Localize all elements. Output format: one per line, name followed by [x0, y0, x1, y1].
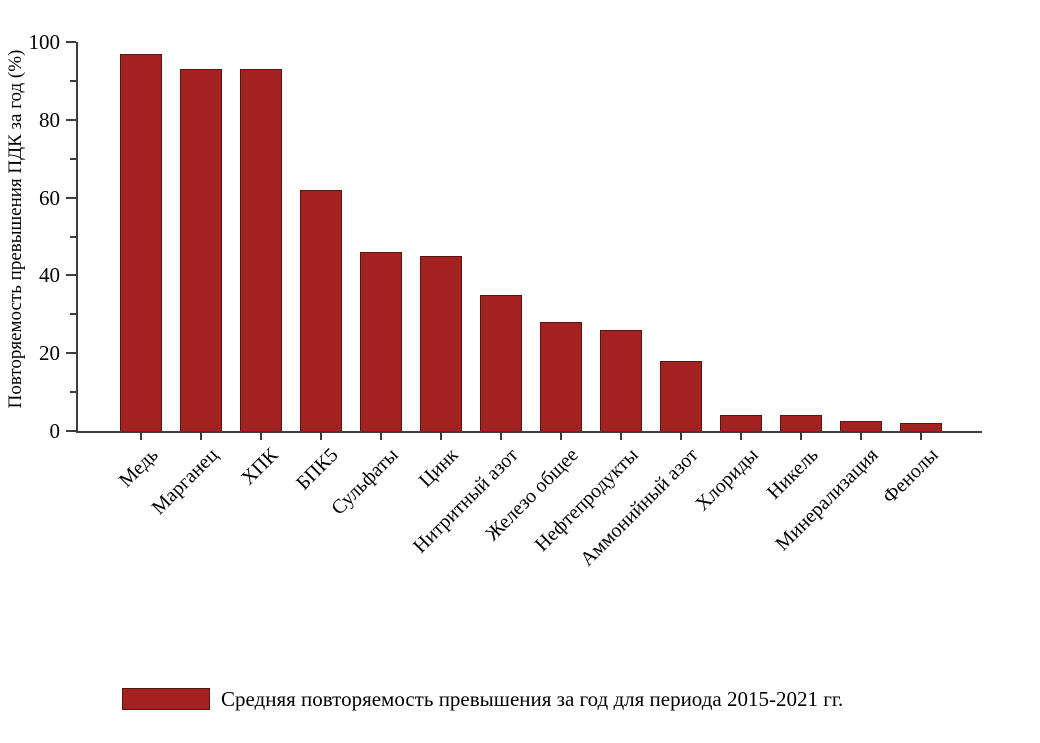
y-tick-label: 100 — [28, 30, 61, 54]
x-tick — [140, 433, 142, 440]
x-tick — [260, 433, 262, 440]
x-tick — [860, 433, 862, 440]
y-tick-label: 20 — [39, 341, 60, 366]
y-minor-tick — [70, 79, 76, 82]
x-tick — [500, 433, 502, 440]
y-major-tick — [66, 118, 76, 121]
bar-6 — [420, 256, 462, 431]
bar-11 — [720, 415, 762, 431]
y-tick-label: 40 — [39, 263, 60, 288]
x-tick — [740, 433, 742, 440]
y-major-tick — [66, 430, 76, 432]
y-tick-label: 0 — [49, 419, 61, 443]
x-tick — [380, 433, 382, 440]
bar-2 — [180, 69, 222, 431]
y-major-tick — [66, 352, 76, 355]
x-tick — [200, 433, 202, 440]
x-tick — [800, 433, 802, 440]
legend-label: Средняя повторяемость превышения за год … — [221, 687, 844, 711]
bar-4 — [300, 190, 342, 431]
y-minor-tick — [70, 157, 76, 160]
y-tick-label: 80 — [39, 107, 60, 132]
bar-9 — [600, 330, 642, 431]
legend-swatch — [122, 688, 210, 710]
bar-12 — [780, 415, 822, 431]
bar-5 — [360, 252, 402, 431]
y-major-tick — [66, 41, 76, 43]
x-tick — [440, 433, 442, 440]
bar-14 — [900, 423, 942, 431]
bar-7 — [480, 295, 522, 431]
y-minor-tick — [70, 391, 76, 394]
bar-10 — [660, 361, 702, 431]
y-major-tick — [66, 274, 76, 277]
x-tick — [320, 433, 322, 440]
y-axis-title: Повторяемость превышения ПДК за год (%) — [5, 49, 26, 409]
bar-3 — [240, 69, 282, 431]
y-tick-label: 60 — [39, 185, 60, 210]
x-tick — [920, 433, 922, 440]
x-tick — [620, 433, 622, 440]
y-minor-tick — [70, 235, 76, 238]
bar-13 — [840, 421, 882, 431]
bar-1 — [120, 54, 162, 431]
x-tick — [680, 433, 682, 440]
bar-8 — [540, 322, 582, 431]
y-major-tick — [66, 196, 76, 199]
legend: Средняя повторяемость превышения за год … — [122, 687, 843, 711]
plot-area: 0 20 40 60 80 100 Медь Марганец ХПК БПК5 Сульфаты Ц… — [29, 30, 982, 570]
x-tick — [560, 433, 562, 440]
y-minor-tick — [70, 313, 76, 316]
